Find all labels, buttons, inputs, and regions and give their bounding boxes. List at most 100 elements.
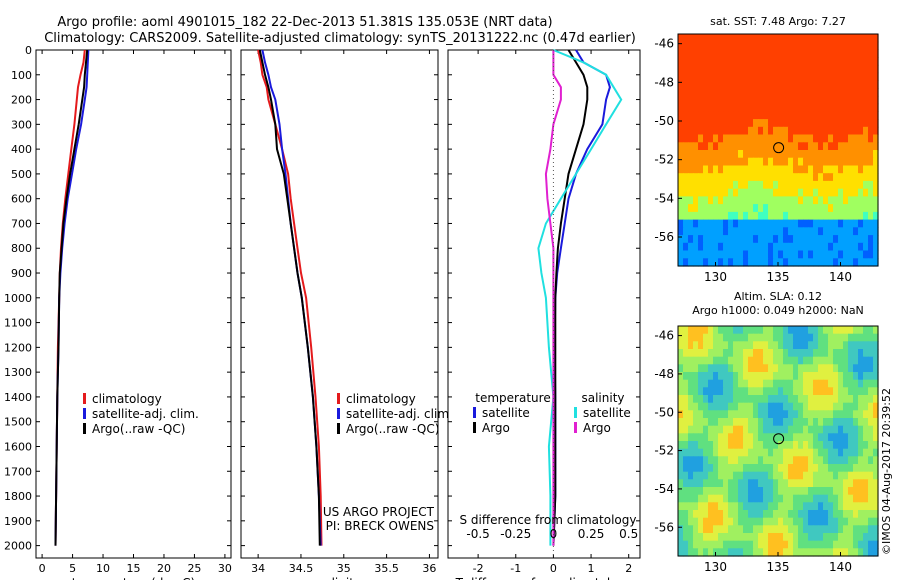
map-cell	[743, 456, 749, 465]
map-cell	[778, 126, 784, 136]
map-cell	[853, 41, 859, 50]
map-cell	[848, 258, 854, 267]
x-tick-label: 2	[625, 562, 632, 575]
map-cell	[743, 341, 749, 350]
map-cell	[823, 525, 829, 534]
map-cell	[788, 471, 794, 480]
map-cell	[773, 188, 779, 197]
map-cell	[768, 126, 774, 136]
map-cell	[768, 150, 774, 159]
map-cell	[778, 479, 784, 488]
map-cell	[848, 219, 854, 228]
map-cell	[758, 204, 764, 213]
series-line-argo	[544, 50, 562, 546]
map-cell	[843, 134, 849, 143]
map-cell	[803, 494, 809, 503]
map-cell	[778, 95, 784, 105]
map-cell	[748, 402, 754, 411]
map-cell	[723, 502, 729, 511]
map-cell	[728, 510, 734, 519]
map-cell	[693, 49, 699, 58]
map-cell	[703, 464, 709, 473]
map-cell	[848, 111, 854, 120]
map-cell	[733, 142, 739, 151]
map-cell	[748, 134, 754, 143]
map-cell	[728, 379, 734, 388]
map-cell	[873, 235, 879, 244]
map-cell	[713, 372, 719, 381]
map-cell	[778, 464, 784, 473]
map-cell	[808, 349, 814, 358]
map-cell	[828, 95, 834, 105]
map-cell	[868, 510, 874, 519]
map-cell	[718, 196, 724, 205]
map-cell	[828, 464, 834, 473]
map-cell	[693, 540, 699, 549]
map-cell	[743, 441, 749, 450]
map-cell	[758, 356, 764, 365]
map-cell	[763, 49, 769, 58]
map-cell	[768, 372, 774, 381]
map-cell	[873, 548, 879, 557]
s-tick-label: 0.5	[619, 527, 638, 541]
map-cell	[783, 196, 789, 205]
map-cell	[718, 227, 724, 236]
map-cell	[723, 410, 729, 419]
map-cell	[808, 88, 814, 97]
map-cell	[793, 235, 799, 244]
map-cell	[698, 111, 704, 120]
map-cell	[803, 387, 809, 396]
map-cell	[818, 242, 824, 252]
map-cell	[848, 326, 854, 335]
map-cell	[688, 502, 694, 511]
map-cell	[763, 425, 769, 434]
map-cell	[703, 494, 709, 503]
map-cell	[773, 387, 779, 396]
map-cell	[873, 410, 879, 419]
map-cell	[763, 235, 769, 244]
map-cell	[693, 341, 699, 350]
map-cell	[713, 502, 719, 511]
map-cell	[713, 356, 719, 365]
map-cell	[758, 126, 764, 136]
map-cell	[818, 41, 824, 50]
map-cell	[833, 402, 839, 411]
map-cell	[813, 250, 819, 259]
map-cell	[793, 433, 799, 442]
map-cell	[728, 64, 734, 74]
map-cell	[758, 456, 764, 465]
x-tick-label: 15	[127, 562, 141, 575]
map-cell	[753, 525, 759, 534]
map-cell	[798, 34, 804, 43]
legend-swatch	[574, 422, 577, 433]
map-cell	[678, 395, 684, 404]
map-cell	[713, 364, 719, 373]
map-cell	[868, 196, 874, 205]
map-cell	[758, 211, 764, 221]
x-axis-label: salinity	[318, 576, 361, 580]
map-cell	[718, 103, 724, 112]
map-cell	[868, 456, 874, 465]
map-cell	[723, 34, 729, 43]
map-cell	[843, 188, 849, 197]
map-cell	[773, 103, 779, 112]
x-tick-label: 35.5	[374, 562, 399, 575]
map-cell	[793, 188, 799, 197]
map-cell	[828, 227, 834, 236]
map-cell	[698, 119, 704, 128]
map-cell	[843, 502, 849, 511]
map-cell	[843, 372, 849, 381]
map-cell	[853, 80, 859, 89]
map-cell	[738, 219, 744, 228]
map-cell	[758, 180, 764, 190]
map-cell	[858, 111, 864, 120]
map-cell	[723, 72, 729, 81]
map-cell	[848, 57, 854, 66]
map-cell	[718, 540, 724, 549]
map-cell	[808, 242, 814, 252]
map-cell	[788, 80, 794, 89]
map-cell	[848, 433, 854, 442]
map-cell	[838, 326, 844, 335]
map-cell	[813, 126, 819, 136]
map-cell	[858, 494, 864, 503]
